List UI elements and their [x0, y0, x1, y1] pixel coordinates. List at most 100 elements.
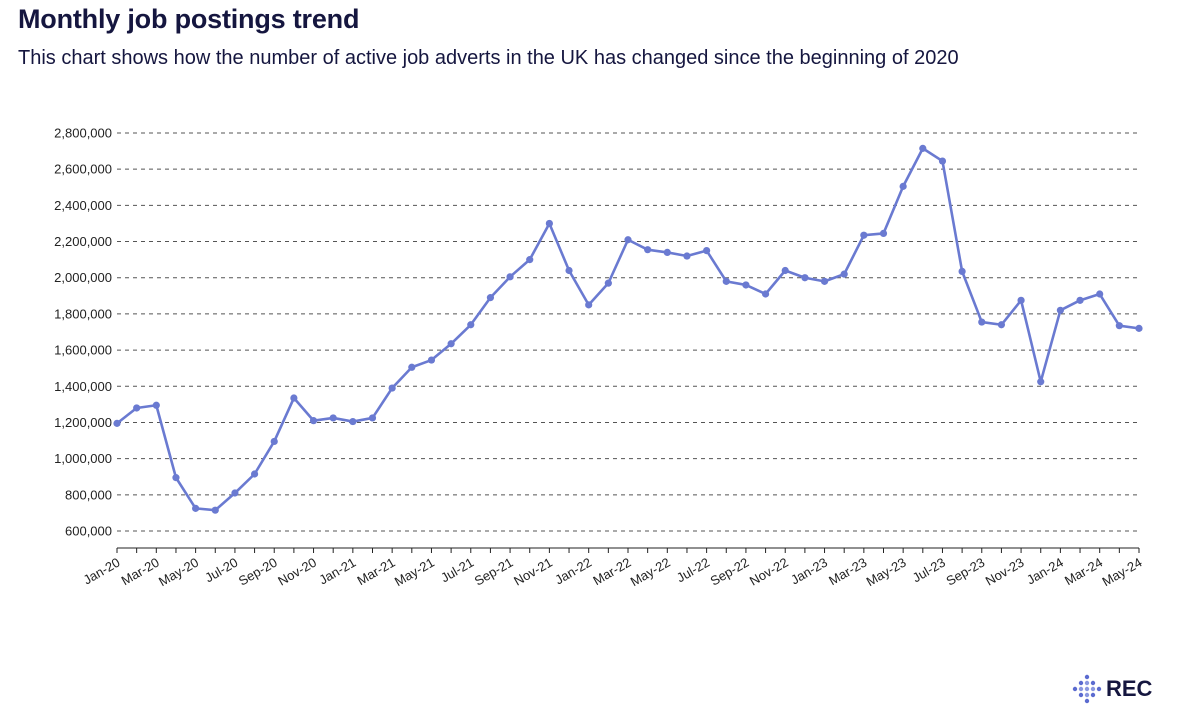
data-point	[192, 504, 200, 512]
x-tick-label: Nov-20	[275, 555, 319, 589]
data-point	[309, 417, 318, 425]
data-point	[1017, 296, 1025, 304]
data-point	[408, 363, 416, 371]
x-tick-label: Sep-21	[472, 555, 516, 589]
data-point	[604, 279, 612, 287]
y-tick-label: 2,000,000	[54, 270, 112, 285]
rec-logo: REC	[1072, 672, 1152, 706]
data-point	[250, 470, 259, 478]
data-point	[1115, 322, 1123, 330]
data-point	[663, 248, 671, 256]
data-point	[349, 417, 357, 426]
data-point	[152, 401, 160, 409]
data-point	[801, 274, 809, 282]
page-title: Monthly job postings trend	[18, 4, 360, 34]
x-tick-label: Jan-20	[81, 555, 123, 588]
data-point	[1037, 378, 1045, 386]
data-point	[1135, 324, 1143, 332]
x-tick-label: Mar-21	[354, 555, 397, 589]
y-tick-label: 1,800,000	[54, 306, 112, 321]
y-axis-ticks: 600,000 800,000 1,000,000 1,200,000 1,400,00…	[54, 126, 112, 539]
x-tick-label: Jul-20	[202, 555, 240, 586]
data-point	[526, 256, 534, 264]
x-tick-label: Jan-23	[788, 555, 830, 588]
x-tick-label: Jul-23	[910, 555, 948, 586]
x-tick-label: Jul-21	[438, 555, 476, 586]
x-tick-label: May-21	[392, 555, 437, 590]
data-point	[211, 506, 219, 514]
data-point	[113, 419, 121, 427]
data-point	[427, 356, 436, 364]
y-tick-label: 1,200,000	[54, 415, 112, 430]
x-tick-label: Nov-23	[983, 555, 1027, 589]
data-point	[840, 270, 848, 278]
y-tick-label: 1,600,000	[54, 343, 112, 358]
page-subtitle: This chart shows how the number of activ…	[18, 47, 959, 69]
data-point	[231, 489, 239, 497]
x-tick-label: Nov-22	[747, 555, 791, 589]
y-tick-label: 1,400,000	[54, 379, 112, 394]
data-point	[467, 321, 475, 329]
y-tick-label: 2,400,000	[54, 198, 112, 213]
data-point	[703, 246, 711, 255]
data-point	[486, 294, 495, 302]
data-point	[1056, 306, 1064, 314]
x-tick-label: Sep-22	[708, 555, 752, 589]
x-tick-label: Sep-20	[236, 555, 280, 589]
data-point	[820, 277, 829, 285]
data-point	[742, 281, 750, 289]
x-tick-label: Mar-22	[590, 555, 633, 589]
data-point	[958, 267, 966, 275]
data-point	[447, 340, 455, 348]
x-tick-label: Jul-22	[674, 555, 712, 586]
x-tick-label: Mar-23	[826, 555, 869, 589]
data-point	[565, 266, 573, 275]
data-point	[585, 301, 593, 309]
series-polyline	[116, 147, 1140, 512]
x-tick-label: Mar-24	[1062, 555, 1105, 589]
data-point	[1096, 290, 1104, 298]
x-tick-label: Jan-22	[552, 555, 594, 588]
x-tick-label: Sep-23	[943, 555, 987, 589]
data-point	[172, 474, 180, 482]
data-point	[879, 229, 888, 238]
y-tick-label: 1,000,000	[54, 451, 112, 466]
data-point	[978, 318, 986, 326]
x-tick-label: May-23	[864, 555, 909, 590]
data-point	[329, 414, 337, 422]
x-tick-label: May-20	[156, 555, 201, 590]
data-point	[860, 231, 868, 239]
x-tick-label: May-22	[628, 555, 673, 590]
data-point	[781, 266, 789, 275]
x-tick-label: Mar-20	[119, 555, 162, 589]
y-tick-label: 2,200,000	[54, 234, 112, 249]
data-point	[506, 273, 514, 281]
x-tick-label: May-24	[1099, 555, 1144, 590]
data-point	[270, 437, 278, 446]
data-point	[368, 414, 377, 422]
data-point	[938, 157, 947, 165]
logo-text: REC	[1106, 676, 1153, 701]
x-tick-label: Jan-24	[1024, 555, 1066, 588]
data-point	[624, 236, 632, 244]
data-point	[683, 252, 691, 260]
y-tick-label: 2,800,000	[54, 126, 112, 141]
y-tick-label: 800,000	[65, 487, 112, 502]
data-point	[545, 219, 553, 228]
y-tick-label: 600,000	[65, 524, 112, 539]
grid-lines	[117, 132, 1139, 532]
data-point	[997, 321, 1006, 329]
data-point	[919, 144, 927, 152]
data-point	[761, 290, 770, 298]
data-point	[1076, 296, 1084, 304]
data-point	[722, 277, 730, 285]
data-point	[133, 404, 141, 412]
data-point	[290, 394, 298, 402]
data-point	[899, 182, 907, 190]
rec-diamond-dots-icon	[1072, 674, 1102, 704]
data-point	[388, 384, 396, 392]
data-point	[644, 246, 652, 254]
x-tick-label: Nov-21	[511, 555, 555, 589]
